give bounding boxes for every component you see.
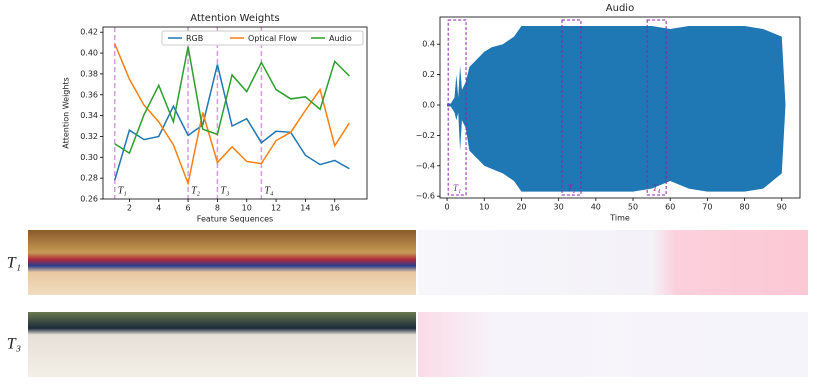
y-tick-label: −0.2 — [416, 131, 435, 140]
x-tick-label: 10 — [479, 203, 489, 212]
y-tick-label: 0.4 — [422, 40, 435, 49]
line-series — [114, 46, 350, 155]
y-tick-label: 0.42 — [80, 28, 98, 37]
x-tick-label: 80 — [739, 203, 749, 212]
x-tick-label: 0 — [445, 203, 450, 212]
x-tick-label: 90 — [777, 203, 787, 212]
segment-box — [561, 19, 582, 196]
x-tick-label: 6 — [186, 204, 191, 213]
rgb-frames — [28, 230, 416, 295]
y-tick-label: 0.30 — [80, 153, 98, 162]
chart: Attention Weights Feature Sequences Attent… — [62, 13, 368, 224]
image-strips: T₁ T₃ — [7, 230, 808, 377]
marker-label: T₃ — [220, 185, 230, 196]
chart: Audio Time 0 10 20 30 40 50 60 70 80 90 −0.6 −0.4 −0.2… — [416, 3, 801, 223]
y-tick-label: 0.34 — [80, 111, 98, 120]
legend: RGB Optical Flow Audio — [161, 30, 364, 46]
segment-label: T₄ — [653, 183, 661, 193]
y-tick-label: 0.28 — [80, 174, 98, 183]
plot-area — [447, 25, 786, 192]
rgb-frames — [28, 312, 416, 377]
y-tick-label: 0.40 — [80, 49, 98, 58]
x-tick-label: 10 — [242, 204, 252, 213]
y-tick-label: 0.26 — [80, 195, 98, 204]
x-tick-label: 12 — [271, 204, 281, 213]
chart-title: Audio — [606, 3, 634, 14]
x-tick-label: 30 — [554, 203, 564, 212]
y-axis-label: Attention Weights — [62, 77, 71, 149]
plot-area — [113, 27, 351, 199]
x-tick-label: 40 — [591, 203, 601, 212]
marker-label: T₄ — [264, 185, 274, 196]
row-label: T₃ — [7, 336, 21, 353]
x-tick-label: 8 — [215, 204, 220, 213]
y-tick-label: 0.38 — [80, 69, 98, 78]
line-series — [114, 64, 350, 181]
legend-label: Audio — [329, 34, 352, 43]
x-tick-label: 70 — [702, 203, 712, 212]
line-series — [114, 43, 351, 187]
segment-box — [447, 19, 467, 196]
x-tick-label: 4 — [156, 204, 161, 213]
y-tick-label: 0.0 — [422, 100, 435, 109]
plot-frame — [439, 16, 801, 199]
row-label: T₁ — [7, 255, 21, 272]
waveform — [447, 25, 786, 192]
plot-frame — [102, 26, 368, 200]
segment-label: T₁ — [453, 183, 461, 193]
x-tick-label: 50 — [628, 203, 638, 212]
x-tick-label: 60 — [665, 203, 675, 212]
y-tick-label: −0.4 — [416, 161, 435, 170]
segment-box — [646, 19, 667, 196]
y-tick-label: −0.6 — [416, 192, 435, 201]
flow-frames — [418, 230, 808, 295]
marker-label: T₂ — [191, 185, 201, 196]
legend-box — [161, 30, 364, 46]
legend-label: Optical Flow — [248, 34, 298, 43]
x-axis-label: Feature Sequences — [197, 215, 273, 224]
flow-frames — [418, 312, 808, 377]
x-tick-label: 2 — [127, 204, 132, 213]
y-tick-label: 0.32 — [80, 132, 98, 141]
x-axis-label: Time — [609, 214, 630, 223]
chart-title: Attention Weights — [190, 13, 279, 24]
x-tick-label: 20 — [516, 203, 526, 212]
x-tick-label: 16 — [330, 204, 340, 213]
x-tick-label: 14 — [300, 204, 310, 213]
segment-label: T₂ — [567, 183, 575, 193]
marker-label: T₁ — [118, 185, 127, 196]
y-tick-label: 0.36 — [80, 90, 98, 99]
legend-label: RGB — [186, 34, 203, 43]
y-tick-label: 0.2 — [422, 70, 435, 79]
